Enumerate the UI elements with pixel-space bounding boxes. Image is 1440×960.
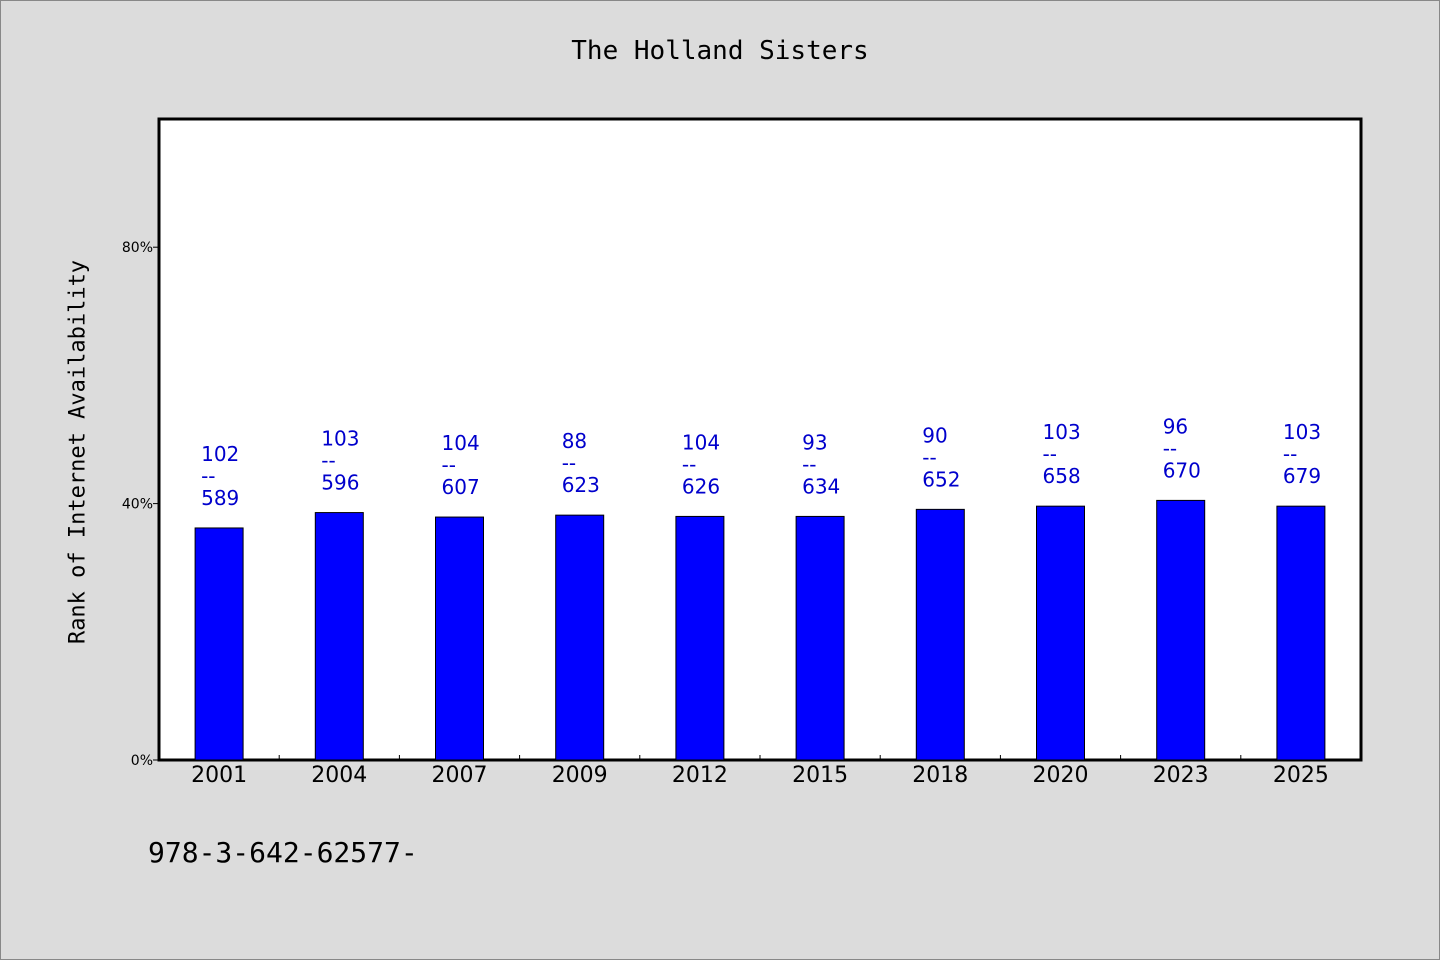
bar	[675, 515, 725, 761]
data-label-bottom: 607	[442, 475, 480, 499]
x-tick-label: 2025	[1273, 763, 1329, 788]
bar	[795, 515, 845, 761]
data-label-bottom: 589	[201, 486, 239, 510]
data-label-top: 104	[682, 430, 720, 454]
data-label-bottom: 596	[321, 471, 359, 495]
data-label-separator: --	[922, 445, 936, 469]
bars	[194, 499, 1326, 761]
data-label-separator: --	[321, 449, 335, 473]
bar	[1036, 505, 1085, 761]
bar	[1156, 499, 1206, 761]
bar	[435, 516, 484, 761]
x-tick-label: 2007	[432, 763, 488, 788]
data-label-separator: --	[201, 464, 215, 488]
data-label-separator: --	[1043, 442, 1057, 466]
data-label-top: 104	[442, 431, 480, 455]
data-label-top: 90	[922, 423, 947, 447]
data-label-separator: --	[682, 452, 696, 476]
y-tick-label: 40%	[122, 497, 153, 513]
data-label-top: 93	[802, 430, 827, 454]
data-label-bottom: 652	[922, 467, 960, 491]
y-tick-label: 0%	[131, 753, 153, 769]
data-label-top: 103	[1043, 420, 1081, 444]
data-label-separator: --	[442, 453, 456, 477]
data-label-separator: --	[802, 452, 816, 476]
data-label-bottom: 634	[802, 474, 840, 498]
footer-isbn-text: 978-3-642-62577-	[148, 836, 418, 869]
data-label-separator: --	[562, 451, 576, 475]
data-label-bottom: 679	[1283, 464, 1321, 488]
data-label-top: 103	[321, 427, 359, 451]
data-label-bottom: 670	[1163, 458, 1201, 482]
data-label-bottom: 626	[682, 474, 720, 498]
x-tick-label: 2009	[552, 763, 608, 788]
data-label-separator: --	[1283, 442, 1297, 466]
chart-title: The Holland Sisters	[571, 36, 869, 66]
bar	[915, 508, 965, 761]
data-label-top: 88	[562, 429, 587, 453]
x-tick-label: 2004	[311, 763, 367, 788]
data-label-bottom: 623	[562, 473, 600, 497]
x-tick-label: 2012	[672, 763, 728, 788]
data-labels: 102--589103--596104--60788--623104--6269…	[201, 414, 1321, 510]
bar	[314, 512, 364, 761]
data-label-top: 103	[1283, 420, 1321, 444]
bar	[1276, 505, 1326, 761]
x-axis-ticks: 2001 2004 2007 2009 2012 2015 2018 2020 2023 2025	[191, 755, 1329, 788]
x-tick-label: 2001	[191, 763, 247, 788]
data-label-top: 96	[1163, 414, 1188, 438]
x-tick-label: 2020	[1033, 763, 1089, 788]
bar	[194, 527, 244, 761]
data-label-separator: --	[1163, 436, 1177, 460]
x-tick-label: 2018	[912, 763, 968, 788]
y-axis-ticks: 0% 40% 80%	[122, 240, 159, 769]
data-label-top: 102	[201, 442, 239, 466]
bar	[555, 514, 605, 761]
x-tick-label: 2015	[792, 763, 848, 788]
data-label-bottom: 658	[1043, 464, 1081, 488]
y-tick-label: 80%	[122, 240, 153, 256]
x-tick-label: 2023	[1153, 763, 1209, 788]
